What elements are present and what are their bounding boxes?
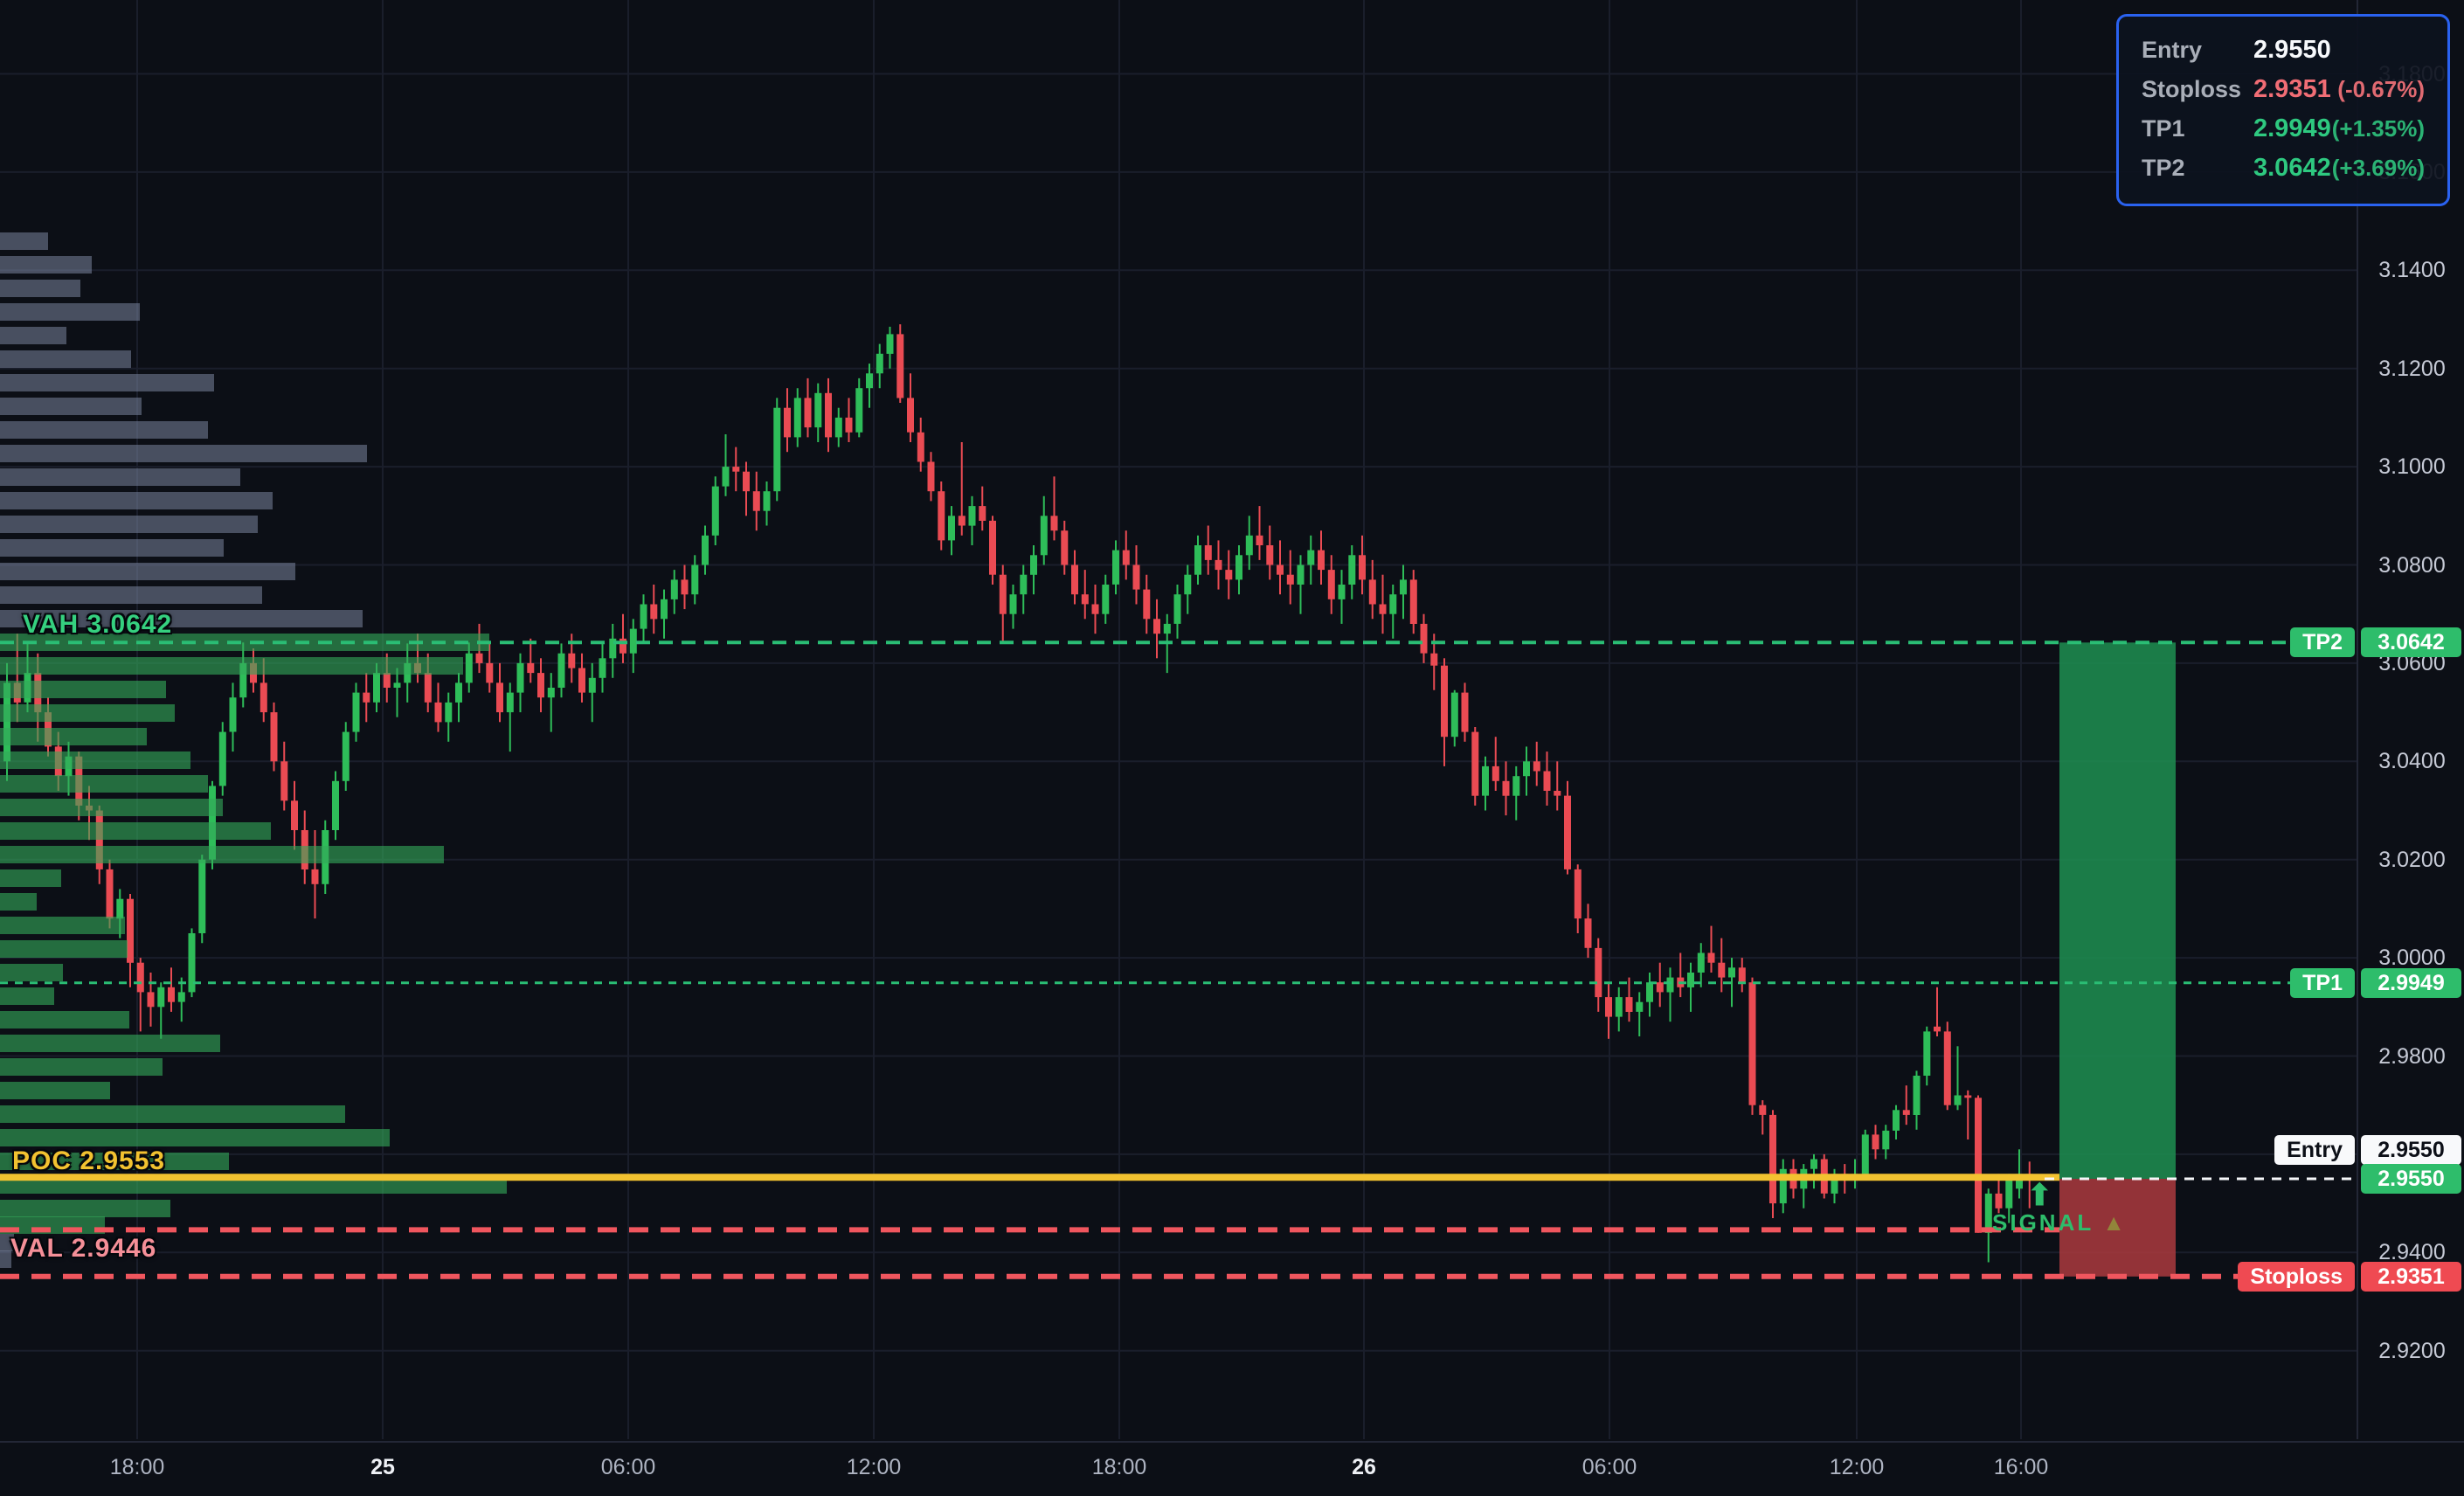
time-axis-label: 12:00	[846, 1455, 902, 1479]
tp2-row: TP2 3.0642 (+3.69%)	[2142, 149, 2425, 188]
val-level-label: VAL 2.9446	[10, 1234, 157, 1263]
entry-edge-badge: Entry	[2274, 1135, 2355, 1165]
entry-price-badge: 2.9550	[2361, 1135, 2461, 1165]
price-axis-label: 3.1200	[2378, 356, 2446, 381]
signal-triangle-icon: ▲	[2102, 1209, 2128, 1236]
time-axis-label: 12:00	[1829, 1455, 1885, 1479]
price-axis-label: 2.9400	[2378, 1240, 2446, 1265]
price-axis-label: 2.9200	[2378, 1338, 2446, 1363]
tp1-pct: (+1.35%)	[2331, 115, 2425, 142]
stoploss-row: Stoploss 2.9351 (-0.67%)	[2142, 70, 2425, 109]
price-axis-label: 3.0200	[2378, 847, 2446, 872]
tp1-value: 2.9949	[2253, 114, 2331, 142]
trade-info-panel: Entry 2.9550 Stoploss 2.9351 (-0.67%) TP…	[2116, 14, 2450, 206]
stoploss-pct: (-0.67%)	[2337, 76, 2425, 102]
time-axis-label: 18:00	[109, 1455, 165, 1479]
buy-signal-arrow-icon: ⬆	[2027, 1179, 2052, 1212]
time-axis-label: 06:00	[1582, 1455, 1637, 1479]
tp1-edge-badge: TP1	[2290, 967, 2355, 998]
poc-level-label: POC 2.9553	[12, 1146, 166, 1175]
tp2-edge-badge: TP2	[2290, 627, 2355, 658]
time-axis-label: 06:00	[600, 1455, 656, 1479]
entry-label: Entry	[2142, 37, 2203, 63]
tp2-label: TP2	[2142, 155, 2185, 181]
price-axis-label: 3.1400	[2378, 258, 2446, 283]
price-axis[interactable]: 3.18003.16003.14003.12003.10003.08003.06…	[2357, 0, 2464, 1439]
time-axis-label: 25	[370, 1455, 395, 1479]
time-axis-label: 16:00	[1993, 1455, 2049, 1479]
tp2-value: 3.0642	[2253, 154, 2331, 182]
signal-text: SIGNAL	[1992, 1209, 2094, 1236]
stoploss-label: Stoploss	[2142, 76, 2242, 102]
time-axis-label: 18:00	[1091, 1455, 1147, 1479]
tp1-label: TP1	[2142, 115, 2185, 142]
tp2-price-badge: 3.0642	[2361, 627, 2461, 658]
tp1-price-badge: 2.9949	[2361, 967, 2461, 998]
chart-plot-area[interactable]: VAH 3.0642 POC 2.9553 VAL 2.9446 ⬆ SIGNA…	[0, 0, 2357, 1439]
price-axis-label: 3.1000	[2378, 454, 2446, 480]
vah-level-label: VAH 3.0642	[23, 610, 173, 639]
price-axis-label: 3.0400	[2378, 749, 2446, 774]
price-axis-label: 2.9800	[2378, 1043, 2446, 1069]
price-axis-label: 3.0000	[2378, 945, 2446, 971]
stoploss-price-badge: 2.9351	[2361, 1261, 2461, 1292]
time-axis-label: 26	[1352, 1455, 1376, 1479]
tp1-row: TP1 2.9949 (+1.35%)	[2142, 109, 2425, 149]
price-axis-label: 3.0800	[2378, 552, 2446, 578]
entry-value: 2.9550	[2253, 36, 2331, 64]
last-price-badge: 2.9550	[2361, 1164, 2461, 1194]
stoploss-value: 2.9351	[2253, 75, 2331, 103]
entry-row: Entry 2.9550	[2142, 31, 2425, 70]
stoploss-edge-badge: Stoploss	[2238, 1261, 2355, 1292]
time-axis[interactable]: 18:00 25 06:00 12:00 18:00 26 06:00 12:00 16:00	[0, 1441, 2464, 1496]
tp2-pct: (+3.69%)	[2331, 155, 2425, 181]
signal-label: SIGNAL ▲	[1992, 1209, 2128, 1236]
